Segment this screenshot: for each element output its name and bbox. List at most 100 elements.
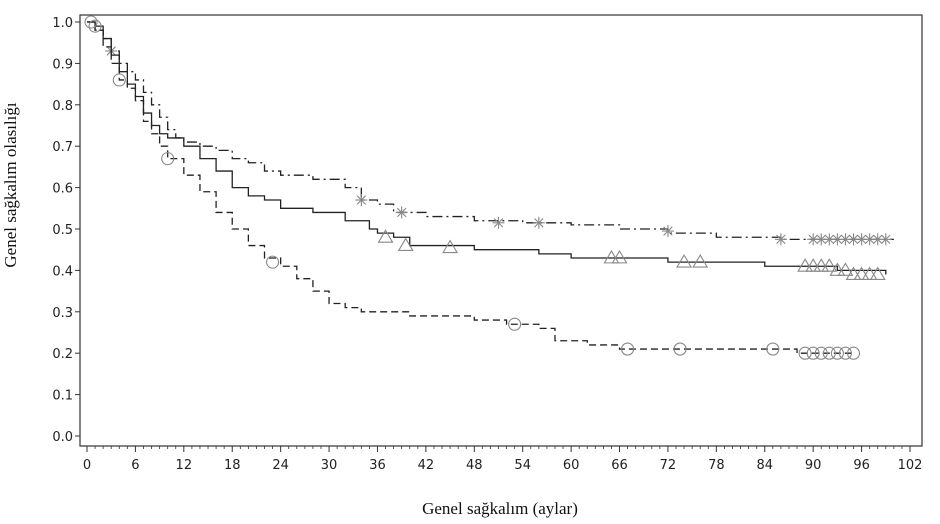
asterisk-stroke: [493, 218, 504, 228]
censor-circle-marker: [830, 346, 844, 360]
survival-curve-solid: [87, 21, 887, 275]
censor-circle-marker: [508, 317, 522, 331]
censor-circle-marker: [84, 15, 98, 29]
asterisk-stroke: [534, 218, 544, 228]
x-tick-label: 90: [805, 458, 822, 473]
asterisk-stroke: [356, 195, 367, 205]
censor-triangle-marker: [397, 237, 414, 252]
survival-curve-dash: [87, 21, 854, 354]
censor-triangle-marker: [853, 266, 870, 280]
censor-asterisk-marker: [847, 233, 860, 246]
y-tick-label: 0.1: [52, 389, 73, 404]
censor-asterisk-marker: [774, 233, 787, 246]
censor-circle-marker: [673, 342, 687, 356]
series-asterisk: [87, 21, 894, 246]
censor-triangle-marker: [377, 229, 394, 243]
censor-circle-marker: [814, 346, 828, 360]
asterisk-stroke: [824, 234, 835, 245]
y-axis: 0.0 0.1 0.2 0.3 0.4 0.5 0.6 0.7 0.8 0.9 1.0: [52, 16, 80, 445]
y-tick-label: 0.3: [52, 306, 73, 321]
asterisk-stroke: [776, 234, 786, 245]
y-tick-label: 0.4: [52, 264, 73, 279]
y-tick-label: 0.7: [52, 140, 73, 155]
y-tick-label: 0.0: [52, 430, 73, 445]
censor-asterisk-marker: [879, 233, 892, 246]
x-tick-label: 84: [756, 458, 773, 473]
x-tick-label: 12: [176, 458, 193, 473]
series-triangle: [87, 21, 887, 280]
asterisk-stroke: [663, 226, 673, 236]
y-tick-label: 0.8: [52, 99, 73, 114]
x-axis: 0 6 12 18 24 30 36 42 48 54 60 66 72 78 84 90 96 102: [83, 446, 923, 473]
asterisk-stroke: [864, 234, 875, 245]
x-tick-label: 30: [321, 458, 338, 473]
censor-triangle-marker: [611, 249, 628, 264]
asterisk-stroke: [881, 234, 891, 245]
censor-circle-marker: [838, 346, 853, 360]
x-tick-label: 78: [708, 458, 725, 473]
x-tick-label: 18: [224, 458, 241, 473]
y-tick-label: 0.5: [52, 223, 73, 238]
censor-triangle-marker: [676, 254, 693, 268]
censor-triangle-marker: [442, 239, 459, 254]
censor-triangle-marker: [845, 266, 862, 280]
censor-asterisk-marker: [863, 233, 876, 246]
asterisk-stroke: [808, 234, 818, 245]
asterisk-stroke: [832, 234, 843, 245]
y-tick-label: 0.9: [52, 57, 73, 72]
asterisk-stroke: [396, 207, 407, 218]
y-tick-label: 1.0: [52, 16, 73, 31]
censor-triangle-marker: [797, 258, 814, 272]
censor-circle-marker: [822, 346, 836, 360]
survival-curve-dash-dot: [87, 21, 894, 240]
censor-asterisk-marker: [492, 216, 505, 229]
censor-circle-marker: [161, 152, 175, 166]
censor-asterisk-marker: [661, 225, 674, 238]
censor-triangle-marker: [813, 258, 830, 272]
asterisk-stroke: [856, 234, 867, 245]
x-tick-label: 48: [466, 458, 483, 473]
censor-asterisk-marker: [532, 216, 545, 229]
x-tick-label: 72: [660, 458, 677, 473]
censor-triangle-marker: [603, 249, 620, 264]
plot-area: [79, 14, 923, 447]
y-axis-title: Genel sağkalım olasılığı: [1, 102, 20, 268]
x-tick-label: 42: [418, 458, 435, 473]
censor-circle-marker: [798, 346, 812, 360]
x-tick-label: 96: [853, 458, 870, 473]
x-axis-title: Genel sağkalım (aylar): [422, 499, 578, 518]
asterisk-stroke: [816, 234, 826, 245]
x-tick-label: 54: [514, 458, 531, 473]
censor-circle-marker: [846, 346, 861, 360]
x-tick-label: 36: [369, 458, 386, 473]
censor-circle-marker: [112, 73, 126, 87]
x-tick-label: 24: [272, 458, 289, 473]
censor-asterisk-marker: [815, 233, 828, 246]
censor-circle-marker: [88, 19, 102, 33]
y-tick-label: 0.2: [52, 347, 73, 362]
censor-circle-marker: [806, 346, 820, 360]
x-tick-label: 60: [563, 458, 580, 473]
censor-triangle-marker: [829, 262, 846, 276]
x-tick-label: 102: [898, 458, 923, 473]
series-circle: [84, 15, 861, 360]
censor-triangle-marker: [837, 262, 854, 276]
censor-asterisk-marker: [807, 233, 820, 246]
censor-triangle-marker: [805, 258, 822, 272]
x-tick-label: 6: [131, 458, 139, 473]
censor-circle-marker: [621, 342, 635, 356]
censor-circle-marker: [266, 255, 280, 269]
x-tick-label: 0: [83, 458, 91, 473]
censor-triangle-marker: [869, 266, 886, 280]
censor-triangle-marker: [861, 266, 878, 280]
censor-triangle-marker: [821, 258, 838, 272]
asterisk-stroke: [848, 234, 859, 245]
censor-triangle-marker: [692, 254, 709, 268]
censor-circle-marker: [766, 342, 780, 356]
censor-asterisk-marker: [395, 206, 408, 219]
asterisk-stroke: [873, 234, 883, 245]
y-tick-label: 0.6: [52, 182, 73, 197]
censor-asterisk-marker: [355, 194, 368, 207]
asterisk-stroke: [840, 234, 851, 245]
